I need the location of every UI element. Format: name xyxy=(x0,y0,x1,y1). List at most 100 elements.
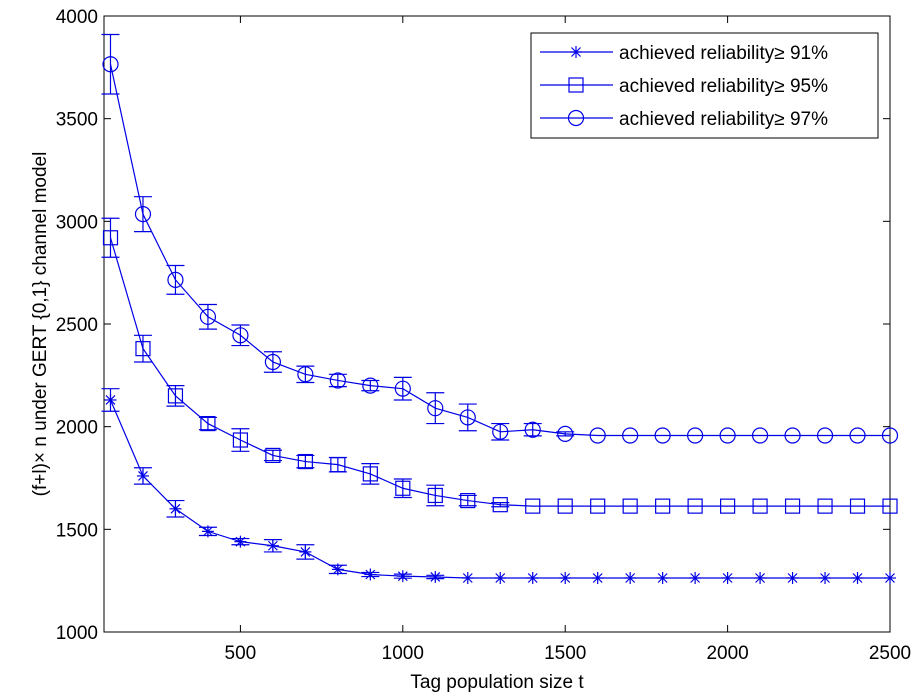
legend-marker-glyph xyxy=(567,109,585,127)
data-point xyxy=(624,571,637,584)
data-point xyxy=(427,487,443,504)
error-bar xyxy=(101,33,120,95)
data-point xyxy=(849,498,866,514)
error-bar xyxy=(263,449,282,462)
data-point xyxy=(232,432,249,448)
data-point xyxy=(429,570,442,583)
error-bar xyxy=(523,422,542,437)
error-bar xyxy=(458,494,477,507)
data-point xyxy=(526,571,539,584)
series-2 xyxy=(101,33,899,444)
error-bar xyxy=(491,502,510,508)
data-point xyxy=(362,377,379,394)
data-point xyxy=(557,498,573,514)
data-point xyxy=(752,498,768,514)
data-point xyxy=(136,469,149,482)
x-axis-label: Tag population size t xyxy=(410,672,584,693)
data-point xyxy=(266,539,279,552)
y-tick-label: 1000 xyxy=(56,623,98,644)
x-tick-label: 2500 xyxy=(869,643,911,664)
x-tick-label: 1000 xyxy=(382,643,424,664)
legend-marker-95 xyxy=(568,77,584,93)
legend-marker-glyph xyxy=(568,77,584,93)
data-point xyxy=(525,498,541,514)
data-point xyxy=(721,571,734,584)
data-point xyxy=(199,308,217,325)
x-tick-label: 500 xyxy=(225,643,257,664)
data-point xyxy=(492,497,508,513)
error-bar xyxy=(296,365,315,384)
series-1 xyxy=(101,217,898,514)
data-point xyxy=(330,457,346,473)
data-point xyxy=(461,571,474,584)
data-point xyxy=(362,466,378,482)
x-axis-ticks: 500 1000 1500 2000 2500 xyxy=(225,16,911,664)
data-point xyxy=(655,498,671,514)
data-point xyxy=(264,353,281,371)
legend-marker-glyph xyxy=(570,46,582,58)
data-point xyxy=(232,327,249,344)
error-bar xyxy=(458,403,477,432)
data-point xyxy=(167,271,184,288)
error-bar xyxy=(426,392,445,425)
data-point xyxy=(200,415,216,432)
data-point xyxy=(882,498,898,514)
y-tick-label: 2500 xyxy=(56,315,98,336)
y-tick-label: 3000 xyxy=(56,212,98,233)
error-bar xyxy=(491,422,510,441)
data-point xyxy=(687,427,704,444)
series-layer xyxy=(101,33,899,584)
data-point xyxy=(589,427,606,444)
series-0 xyxy=(101,388,896,584)
legend-marker-91 xyxy=(570,46,582,58)
data-point xyxy=(102,230,119,246)
legend: achieved reliability≥ 91% achieved relia… xyxy=(530,32,879,139)
error-bar xyxy=(166,264,185,295)
data-point xyxy=(849,427,866,444)
data-point xyxy=(524,421,541,438)
data-point xyxy=(590,498,606,514)
data-point xyxy=(622,427,639,444)
data-point xyxy=(134,206,152,223)
data-point xyxy=(881,427,899,444)
y-tick-label: 1500 xyxy=(56,520,98,541)
data-point xyxy=(396,570,409,583)
data-point xyxy=(297,453,313,470)
y-axis-ticks: 1000 1500 2000 2500 3000 3500 4000 xyxy=(56,7,890,644)
data-point xyxy=(656,571,669,584)
data-point xyxy=(819,571,832,584)
y-axis-label: (f+l)× n under GERT {0,1} channel model xyxy=(30,152,51,497)
error-bar xyxy=(133,196,152,233)
data-point xyxy=(689,571,702,584)
data-point xyxy=(784,498,801,514)
data-point xyxy=(754,571,767,584)
data-point xyxy=(394,380,411,397)
data-point xyxy=(104,393,117,406)
data-point xyxy=(169,502,182,515)
data-point xyxy=(719,427,736,444)
error-bar xyxy=(556,431,575,437)
data-point xyxy=(201,525,214,538)
data-point xyxy=(622,498,638,514)
error-bar xyxy=(296,454,315,469)
legend-label-97: achieved reliability≥ 97% xyxy=(619,109,828,130)
data-point xyxy=(459,409,476,426)
data-point xyxy=(299,545,312,558)
error-bar xyxy=(101,217,120,258)
data-point xyxy=(559,571,572,584)
data-point xyxy=(265,447,281,464)
data-point xyxy=(557,425,574,442)
data-point xyxy=(364,568,377,581)
error-bar xyxy=(198,303,217,330)
error-bar xyxy=(133,334,152,363)
data-point xyxy=(720,498,736,514)
data-point xyxy=(786,571,799,584)
data-point xyxy=(460,492,476,509)
data-point xyxy=(817,498,833,514)
data-point xyxy=(135,341,151,357)
data-point xyxy=(884,571,896,584)
x-tick-label: 1500 xyxy=(544,643,586,664)
data-point xyxy=(494,571,507,584)
data-point xyxy=(492,423,509,440)
